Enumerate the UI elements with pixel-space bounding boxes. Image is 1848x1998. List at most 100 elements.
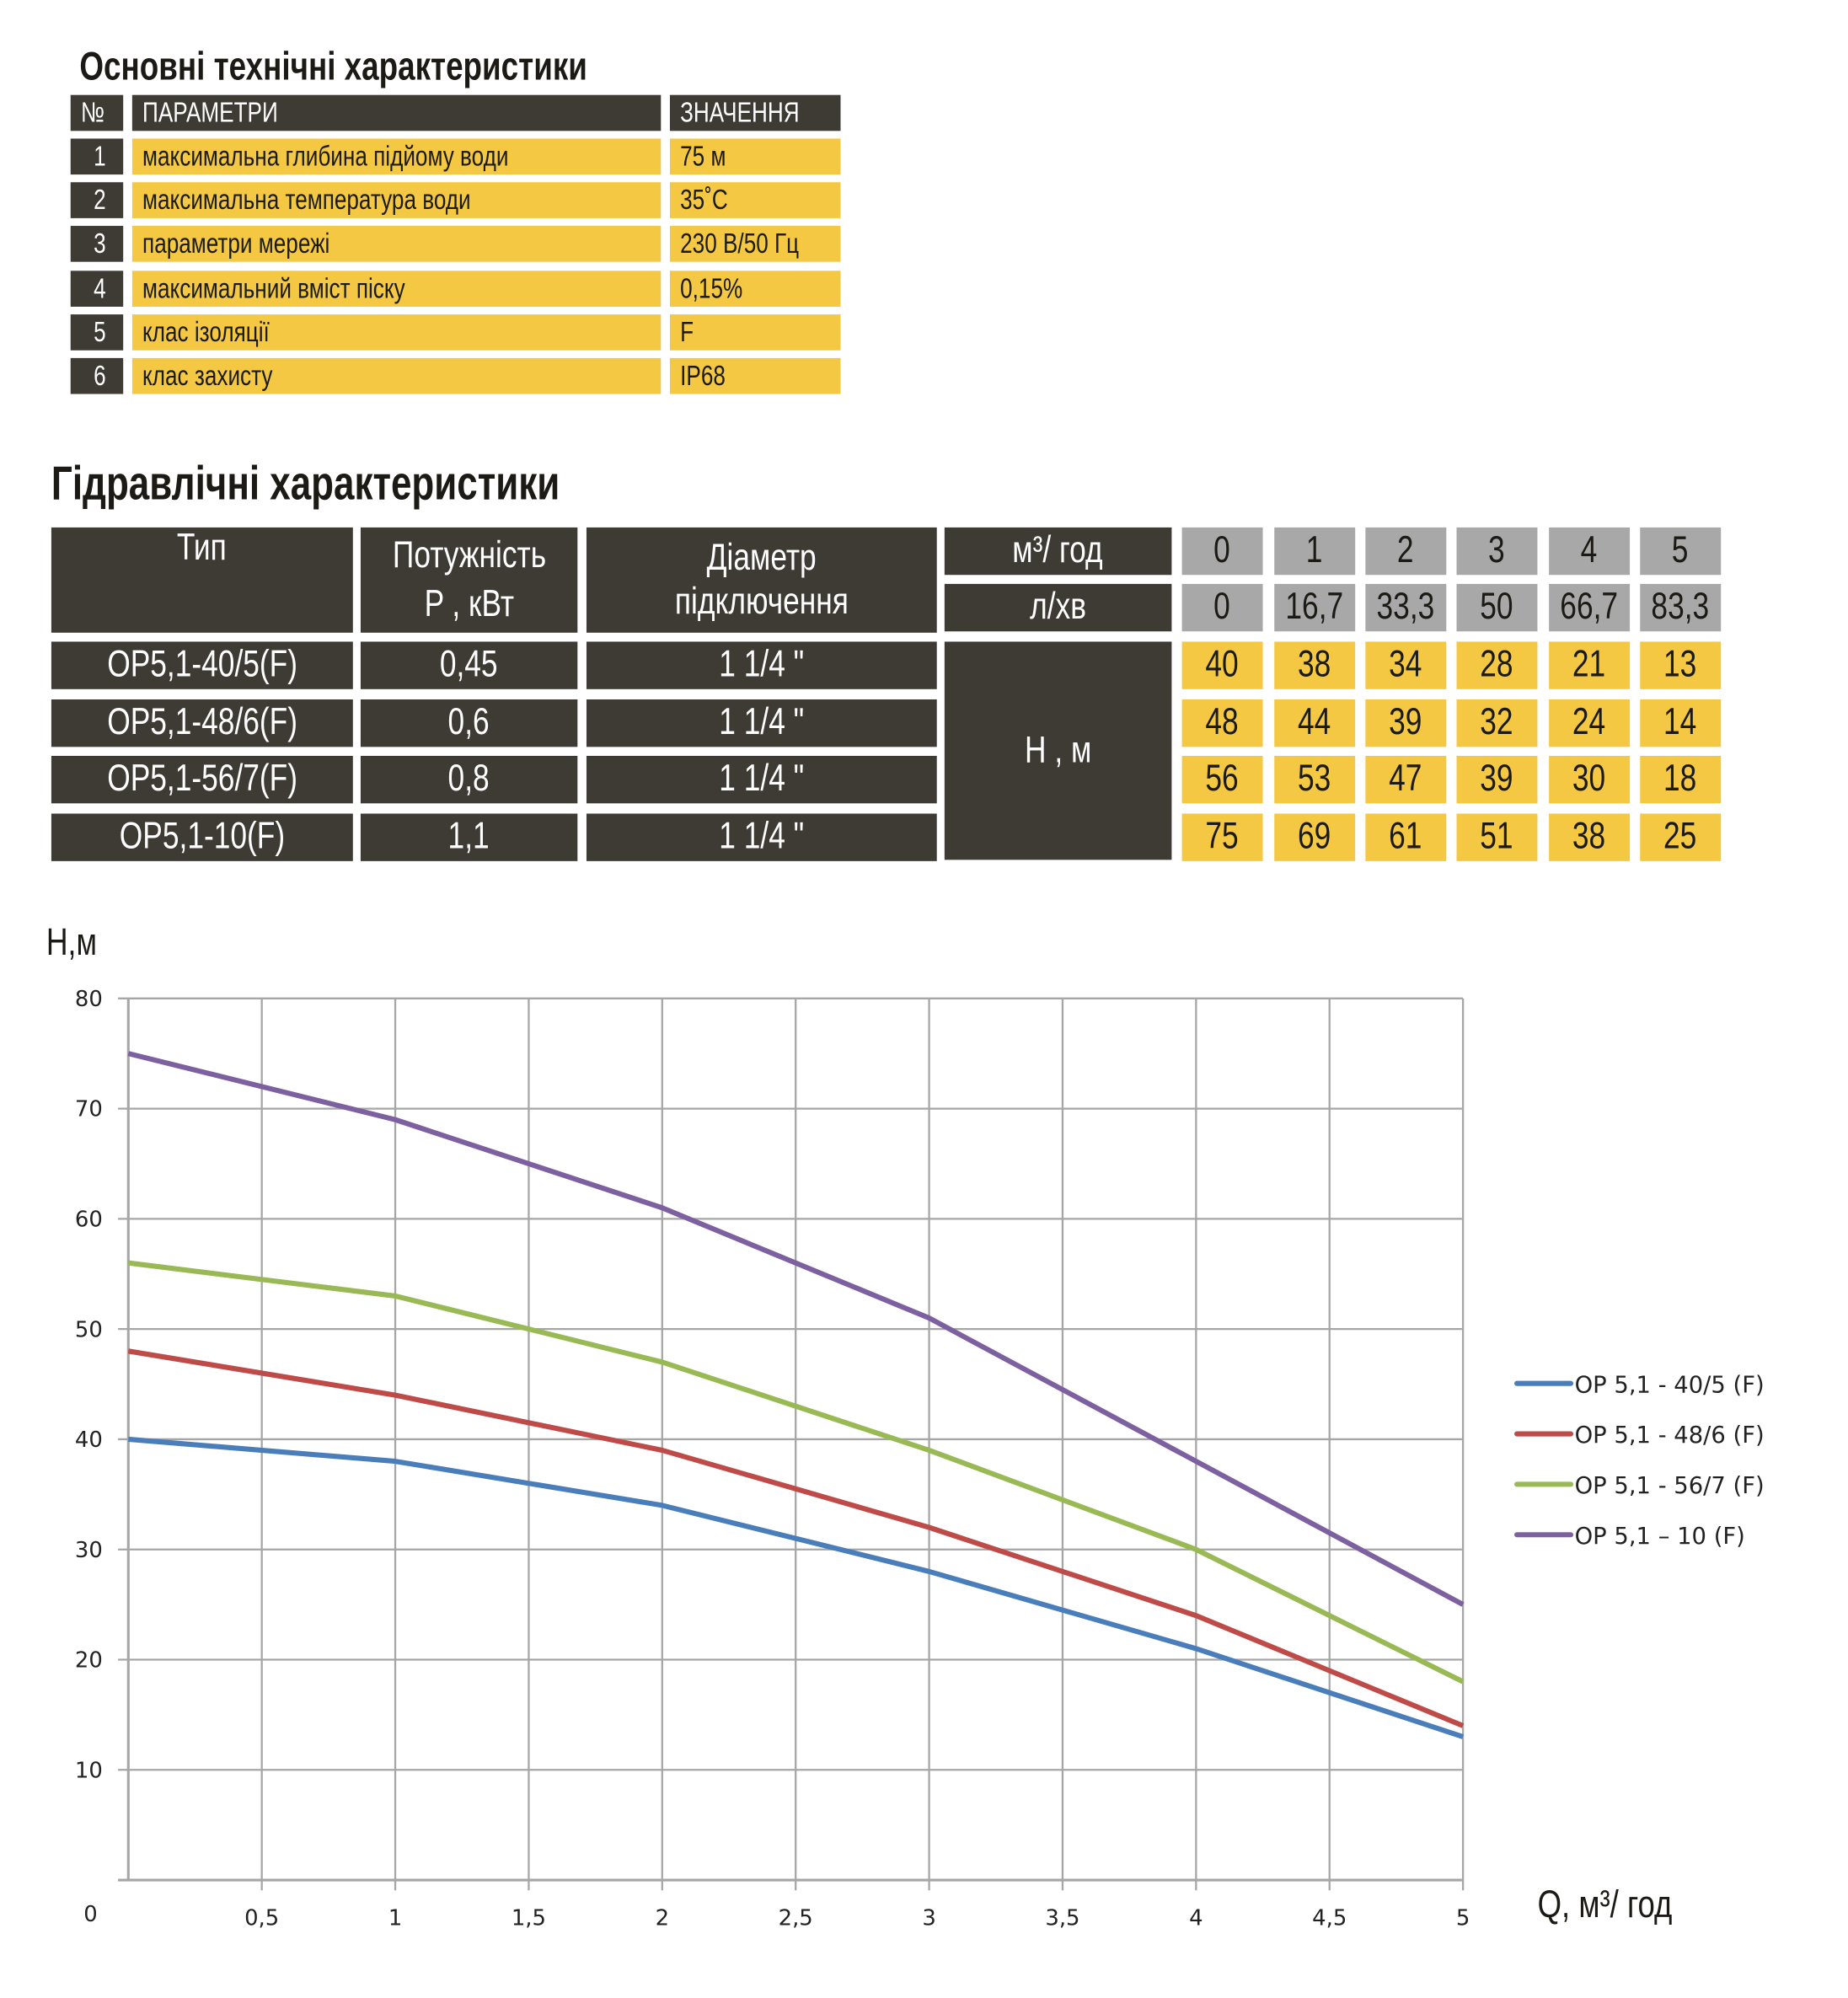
row-power-text: 1,1 [448,816,490,858]
row-type: OP5,1-56/7(F) [51,755,353,804]
header-param: ПАРАМЕТРИ [131,94,662,131]
head-value-text: 61 [1389,816,1422,858]
row-diameter-text: 1 1/4 " [719,702,805,743]
head-value-text: 40 [1205,644,1240,686]
head-value: 40 [1181,641,1263,689]
row-power-text: 0,8 [448,758,490,800]
row-diameter: 1 1/4 " [586,813,937,861]
head-value: 39 [1456,755,1538,804]
head-value: 14 [1640,699,1722,747]
series-line-1 [127,1348,1465,1728]
head-value: 56 [1181,755,1263,804]
header-unit-m3: м³/ год [944,527,1172,576]
row-param: максимальна температура води [131,182,662,219]
row-num: 6 [70,357,124,394]
row-param-text: клас ізоляції [142,315,270,348]
row-value: 75 м [669,138,841,175]
flow-m3-text: 0 [1213,529,1231,571]
x-tick-label: 1,5 [512,1905,546,1931]
head-value: 13 [1640,641,1722,689]
row-type-text: OP5,1-48/6(F) [106,702,297,743]
head-value-text: 53 [1298,758,1331,800]
row-num-text: 6 [94,359,107,392]
row-num-text: 1 [94,139,107,173]
row-num: 3 [70,226,124,263]
row-power-text: 0,45 [440,644,498,686]
header-unit-l-text: л/хв [1030,586,1087,628]
y-tick-label: 10 [75,1758,103,1783]
y-tick-label: 40 [75,1428,103,1453]
flow-l: 66,7 [1549,583,1631,632]
row-diameter: 1 1/4 " [586,641,937,689]
row-power: 1,1 [360,813,578,861]
row-power-text: 0,6 [448,702,490,743]
head-value-text: 44 [1298,702,1331,743]
head-value-text: 39 [1389,702,1422,743]
row-diameter-text: 1 1/4 " [719,644,805,686]
x-tick-label: 3 [922,1905,935,1931]
flow-l-text: 0 [1213,586,1231,628]
flow-m3: 2 [1365,527,1447,576]
head-value-text: 39 [1480,758,1514,800]
row-value-text: 75 м [680,139,726,173]
header-type: Тип [51,527,353,633]
head-value-text: 56 [1205,758,1240,800]
y-tick-label: 0 [83,1902,97,1927]
row-diameter-text: 1 1/4 " [719,758,805,800]
basic-specs-title-text: Основні технічні характеристики [79,43,587,89]
flow-l: 16,7 [1274,583,1356,632]
header-diameter-text: Діаметр [706,538,817,579]
row-diameter-text: 1 1/4 " [719,816,805,858]
head-value: 75 [1181,813,1263,861]
row-param-text: параметри мережі [142,228,330,260]
row-type: OP5,1-40/5(F) [51,641,353,689]
header-value: ЗНАЧЕННЯ [669,94,841,131]
series-line-0 [128,1436,1465,1739]
head-value: 44 [1274,699,1356,747]
row-type: OP5,1-48/6(F) [51,699,353,747]
row-type-text: OP5,1-10(F) [119,816,286,858]
flow-m3-text: 4 [1581,529,1598,571]
row-num: 5 [70,313,124,351]
row-num-text: 3 [94,228,107,260]
head-value-text: 32 [1480,702,1514,743]
legend-label-2: OP 5,1 - 56/7 (F) [1575,1473,1765,1499]
x-tick-label: 4 [1189,1905,1203,1931]
header-power-text: Потужність [392,535,546,576]
head-value-text: 69 [1298,816,1331,858]
row-value: 0,15% [669,270,841,307]
head-value: 39 [1365,699,1447,747]
head-value: 21 [1549,641,1631,689]
row-num: 4 [70,270,124,307]
y-tick-label: 60 [75,1208,103,1233]
head-value-text: 47 [1389,758,1422,800]
head-value: 34 [1365,641,1447,689]
legend-label-3: OP 5,1 – 10 (F) [1575,1524,1745,1550]
header-param-text: ПАРАМЕТРИ [142,96,278,129]
flow-l: 50 [1456,583,1538,632]
header-unit-l: л/хв [944,583,1172,632]
series-line-3 [127,1051,1465,1607]
header-power: Потужність P , кВт [360,527,578,633]
flow-m3: 4 [1549,527,1631,576]
head-value: 25 [1640,813,1722,861]
x-axis-label-text: Q, м³/ год [1537,1883,1673,1926]
head-value: 30 [1549,755,1631,804]
row-param-text: максимальна температура води [142,184,471,217]
row-value-text: 0,15% [680,271,743,304]
head-value-text: 28 [1480,644,1514,686]
head-value-text: 48 [1205,702,1240,743]
flow-l-text: 66,7 [1560,586,1619,628]
row-power: 0,8 [360,755,578,804]
flow-m3: 5 [1640,527,1722,576]
row-diameter: 1 1/4 " [586,699,937,747]
row-type-text: OP5,1-40/5(F) [106,644,297,686]
row-value: IP68 [669,357,841,394]
head-value-text: 38 [1572,816,1606,858]
row-value: 35˚C [669,182,841,219]
y-tick-label: 20 [75,1648,103,1674]
basic-specs-title: Основні технічні характеристики [79,44,730,90]
header-diameter-text: підключення [674,581,849,623]
header-unit-h: H , м [944,641,1172,860]
